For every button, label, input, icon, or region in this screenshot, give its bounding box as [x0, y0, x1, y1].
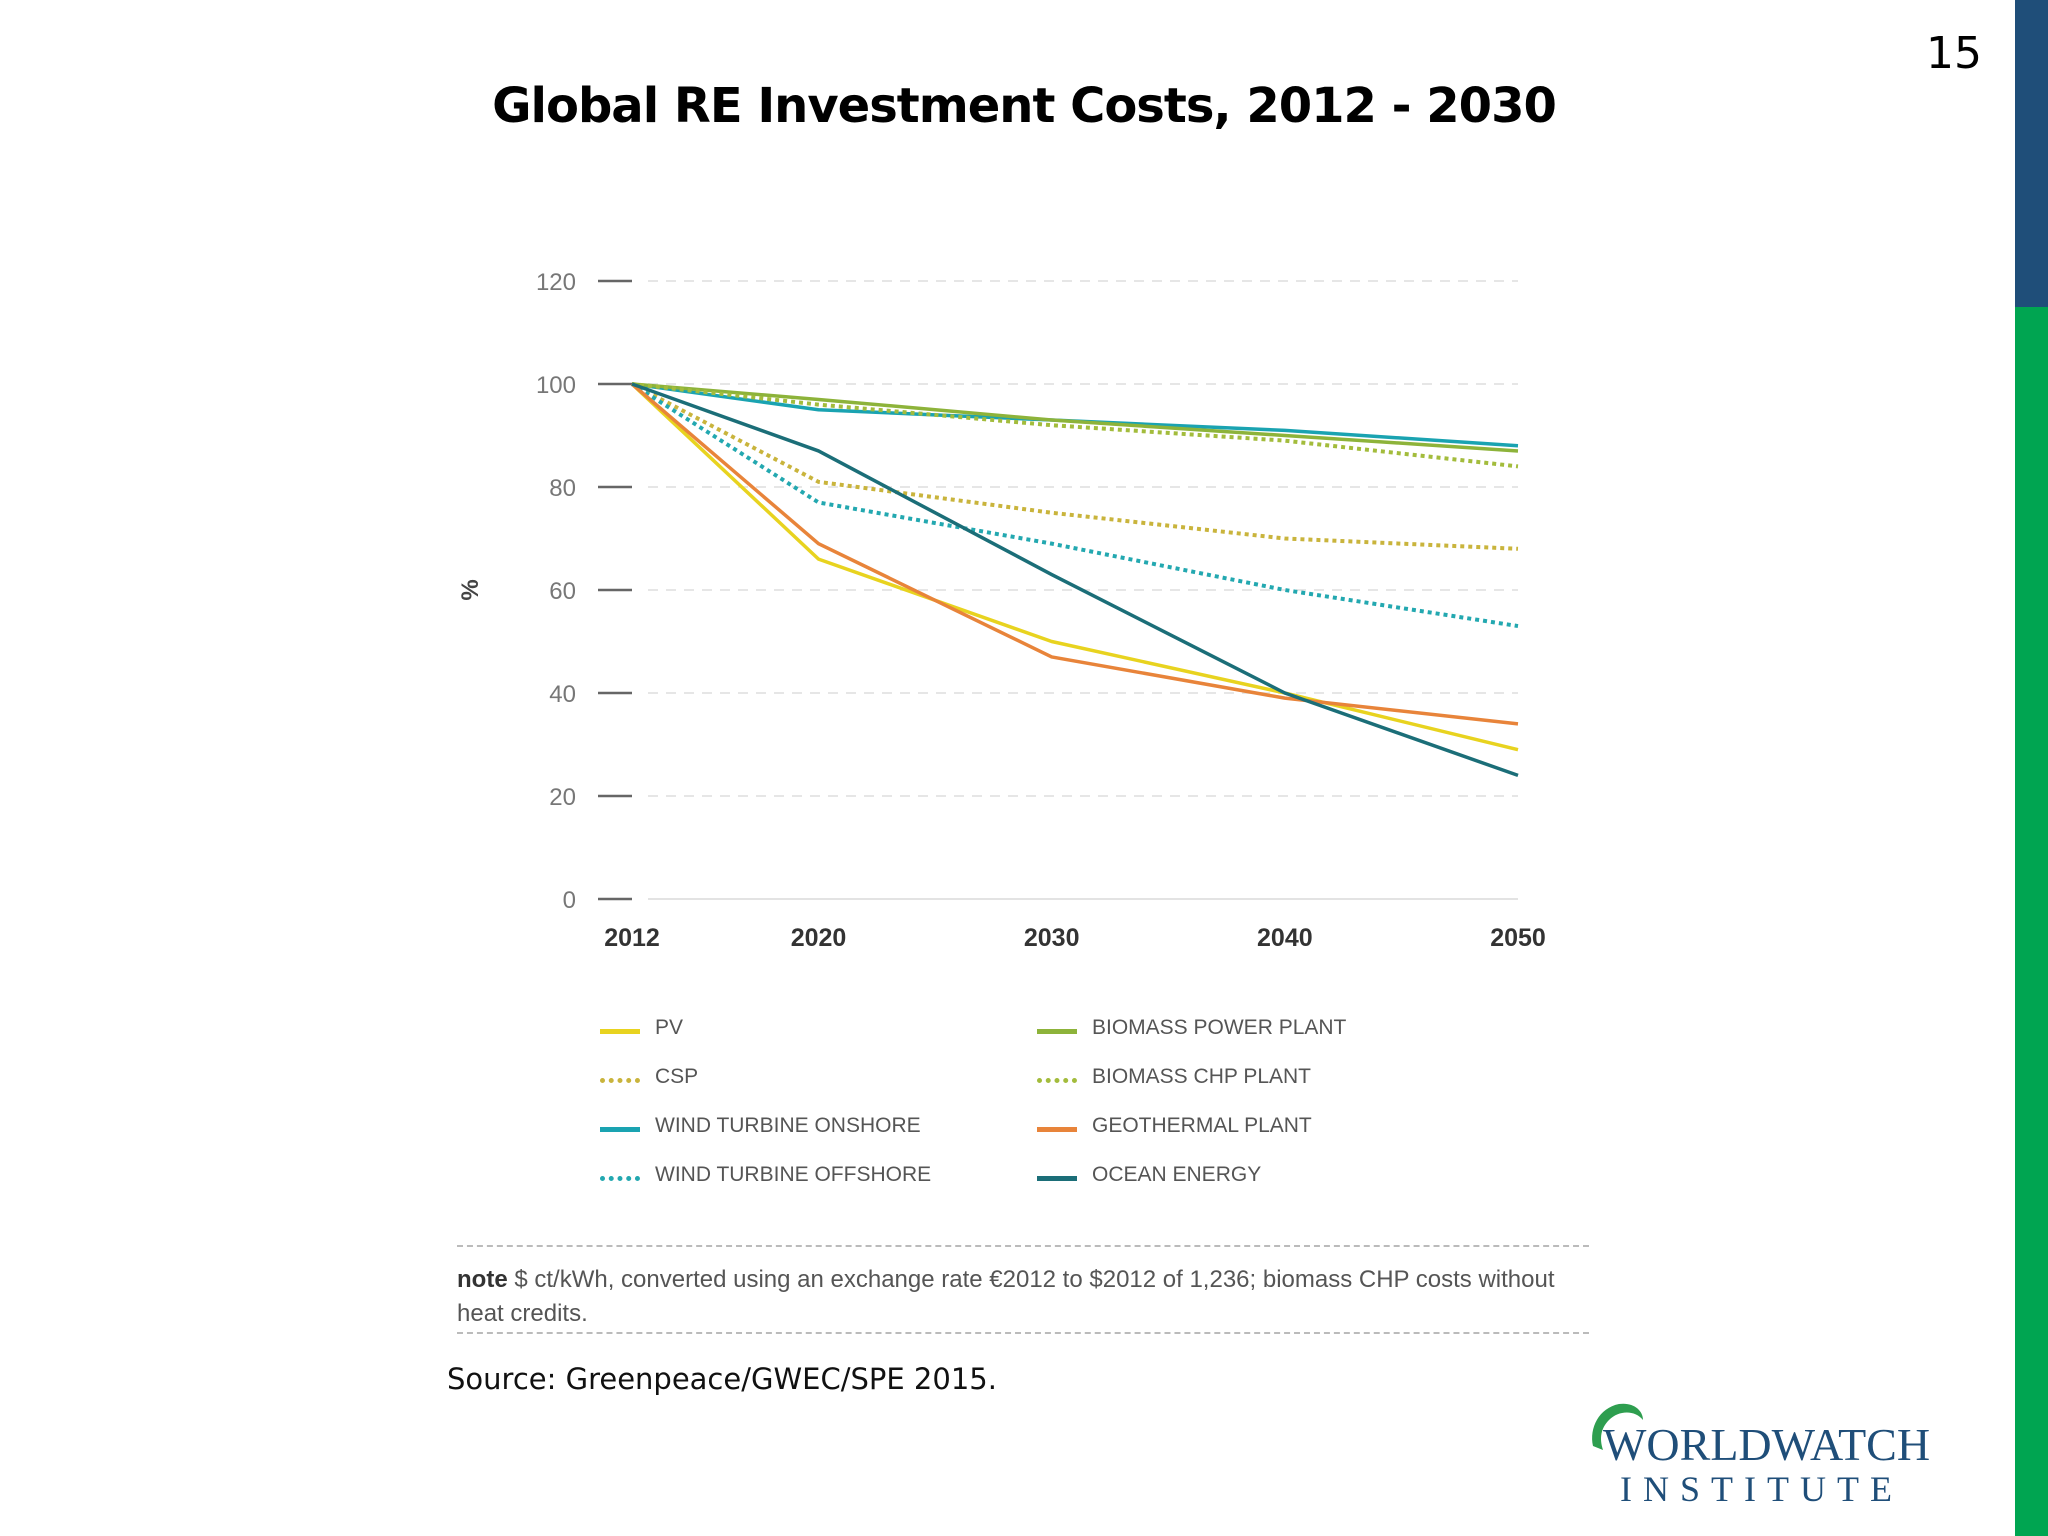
series-line	[631, 382, 1519, 453]
note-body: $ ct/kWh, converted using an exchange ra…	[457, 1266, 1555, 1327]
y-tick-label: 120	[536, 269, 576, 296]
legend-label: BIOMASS CHP PLANT	[1092, 1065, 1312, 1088]
side-bar-green	[2015, 307, 2048, 1536]
note-box: note $ ct/kWh, converted using an exchan…	[457, 1245, 1589, 1334]
x-tick-label: 2020	[791, 924, 847, 952]
y-tick-label: 40	[549, 681, 576, 708]
note-text: note $ ct/kWh, converted using an exchan…	[457, 1263, 1589, 1331]
legend-label: WIND TURBINE ONSHORE	[655, 1114, 921, 1137]
worldwatch-logo: WORLDWATCH INSTITUTE	[1585, 1398, 1935, 1510]
x-tick-label: 2040	[1257, 924, 1313, 952]
x-tick-label: 2030	[1024, 924, 1080, 952]
legend-swatch	[1037, 1029, 1077, 1034]
logo-text-institute: INSTITUTE	[1620, 1469, 1903, 1509]
y-tick-label: 80	[549, 475, 576, 502]
legend-swatch	[600, 1078, 640, 1083]
legend-swatch	[1037, 1078, 1077, 1083]
series-line	[630, 382, 1519, 629]
legend-label: GEOTHERMAL PLANT	[1092, 1114, 1312, 1137]
x-tick-label: 2012	[604, 924, 660, 952]
x-tick-label: 2050	[1490, 924, 1546, 952]
legend-label: WIND TURBINE OFFSHORE	[655, 1163, 932, 1186]
legend-label: PV	[655, 1016, 684, 1039]
source-citation: Source: Greenpeace/GWEC/SPE 2015.	[447, 1362, 997, 1396]
series-line	[630, 382, 1519, 752]
legend-swatch	[1037, 1176, 1077, 1181]
globe-swirl-icon	[1592, 1403, 1643, 1450]
legend-swatch	[600, 1029, 640, 1034]
y-axis-label: %	[457, 579, 484, 600]
slide-number: 15	[1926, 28, 1982, 79]
legend-swatch	[1037, 1127, 1077, 1132]
y-tick-label: 20	[549, 784, 576, 811]
series-line	[631, 382, 1519, 551]
chart-series	[630, 382, 1519, 778]
series-line	[630, 382, 1519, 726]
legend-swatch	[600, 1127, 640, 1132]
legend-label: OCEAN ENERGY	[1092, 1163, 1262, 1186]
page-title: Global RE Investment Costs, 2012 - 2030	[492, 78, 1557, 134]
y-tick-label: 0	[563, 887, 576, 914]
chart-grid	[648, 280, 1518, 900]
legend-label: CSP	[655, 1065, 699, 1088]
legend-swatch	[600, 1176, 640, 1181]
note-lead: note	[457, 1266, 508, 1293]
logo-text-worldwatch: WORLDWATCH	[1603, 1419, 1931, 1470]
series-line	[631, 382, 1519, 778]
side-bar-blue	[2015, 0, 2048, 307]
y-tick-label: 100	[536, 372, 576, 399]
y-tick-label: 60	[549, 578, 576, 605]
legend-label: BIOMASS POWER PLANT	[1092, 1016, 1347, 1039]
